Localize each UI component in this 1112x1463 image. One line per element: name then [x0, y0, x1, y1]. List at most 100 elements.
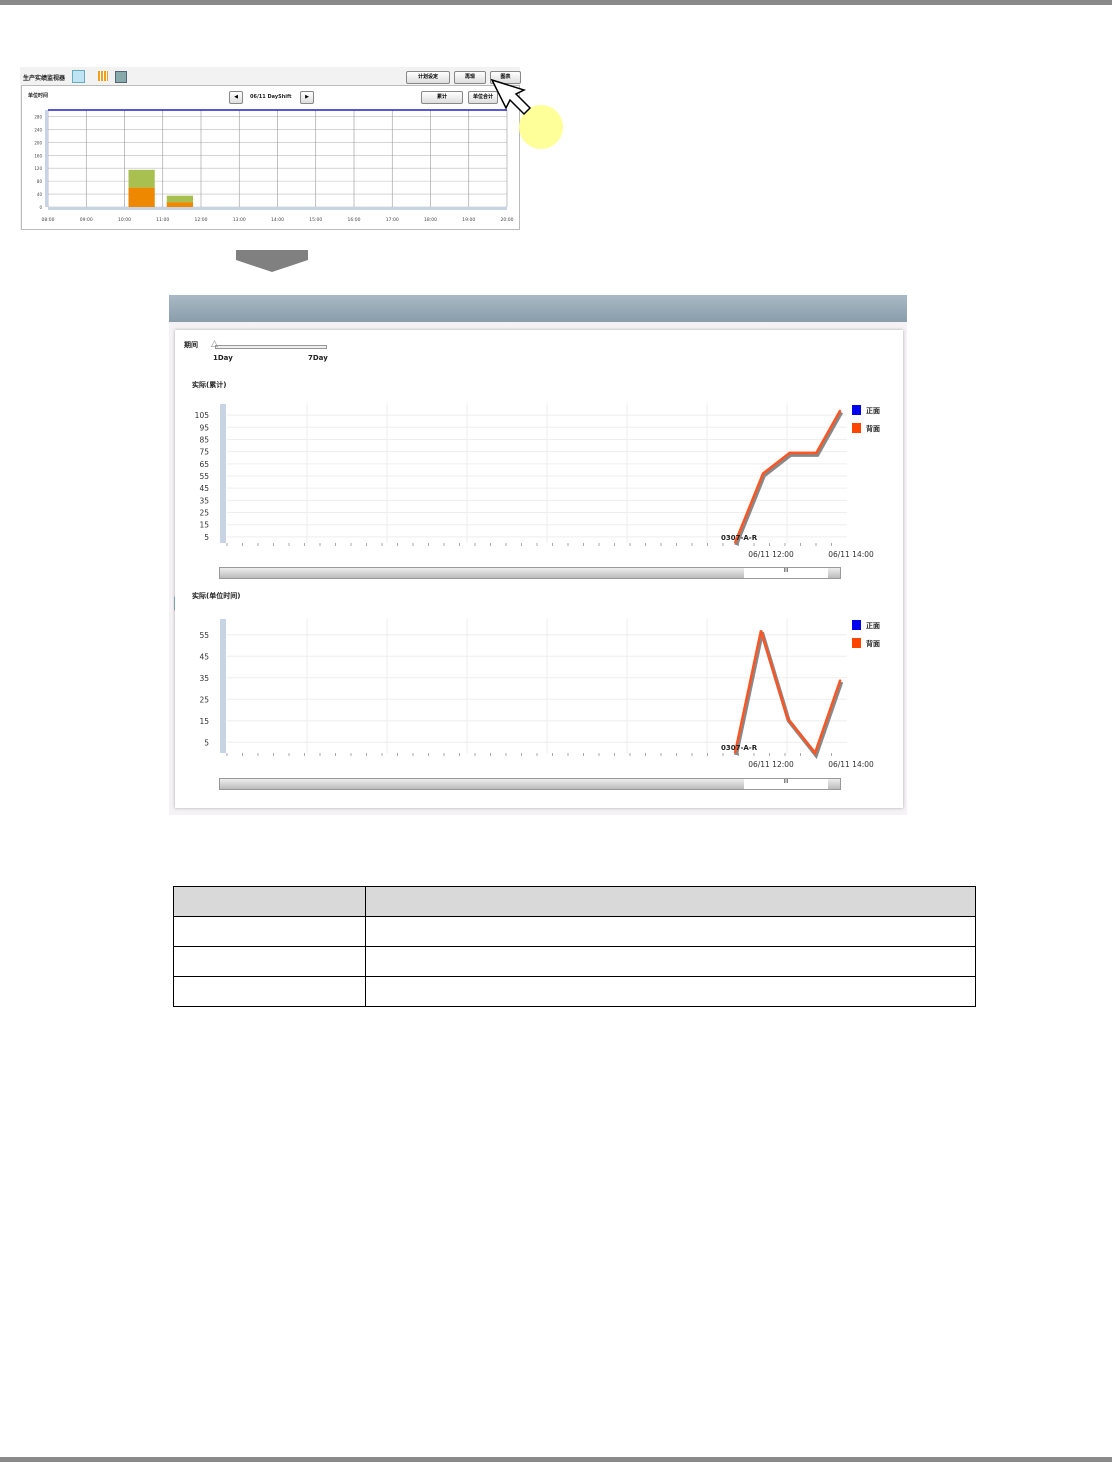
detail-panel: 期间 △ 1Day 7Day 实际(累计) 实际(单位时间) 5 15 25 35 45… — [175, 330, 903, 808]
y-tick-label: 5 — [204, 738, 209, 747]
y-tick-label: 5 — [204, 533, 209, 542]
description-table — [173, 886, 976, 1007]
x-tick-label: 06/11 12:00 — [748, 760, 794, 769]
line-shadow — [734, 411, 844, 546]
chart2-scrollbar[interactable]: III — [219, 778, 841, 790]
plan-setting-button[interactable]: 计划设定 — [406, 71, 450, 84]
x-tick-label: 08:00 — [42, 217, 55, 223]
y-tick-label: 55 — [199, 472, 209, 481]
table-cell — [365, 976, 976, 1007]
y-tick-label: 105 — [195, 411, 210, 420]
data-point — [839, 409, 841, 411]
y-tick-label: 95 — [199, 423, 209, 432]
y-tick-label: 85 — [199, 435, 209, 444]
top-rule — [0, 0, 1112, 5]
data-point — [787, 718, 789, 720]
x-tick-label: 20:00 — [501, 217, 514, 223]
y-tick-label: 15 — [199, 521, 209, 530]
table-icon[interactable] — [98, 71, 108, 81]
y-tick-label: 200 — [34, 140, 42, 145]
data-point — [815, 452, 817, 454]
x-tick-label: 06/11 14:00 — [828, 550, 874, 559]
bar — [128, 169, 155, 188]
y-tick-label: 120 — [34, 166, 42, 171]
bottom-rule — [0, 1457, 1112, 1462]
table-row — [173, 976, 976, 1007]
x-tick-label: 12:00 — [195, 217, 208, 223]
scroll-thumb[interactable]: III — [744, 779, 828, 789]
y-axis-bar — [45, 110, 48, 207]
legend-swatch — [852, 620, 861, 630]
x-tick-label: 06/11 14:00 — [828, 760, 874, 769]
data-point — [762, 473, 764, 475]
chart2-title: 实际(单位时间) — [192, 592, 241, 600]
table-cell — [173, 946, 366, 977]
x-tick-label: 14:00 — [271, 217, 284, 223]
y-tick-label: 45 — [199, 652, 209, 661]
y-axis-bar — [220, 404, 226, 543]
data-point — [839, 679, 841, 681]
annotation-label: 0307-A-R — [721, 534, 758, 542]
table-cell — [173, 886, 366, 917]
line-chart-icon[interactable] — [72, 70, 85, 83]
slider-thumb[interactable]: △ — [211, 339, 218, 349]
grid-chart-icon[interactable] — [115, 71, 127, 83]
data-point — [760, 629, 762, 631]
y-tick-label: 35 — [199, 496, 209, 505]
chart1-scrollbar[interactable]: III — [219, 567, 841, 579]
prev-button[interactable]: ◀ — [229, 91, 243, 104]
y-tick-label: 25 — [199, 695, 209, 704]
x-tick-label: 18:00 — [424, 217, 437, 223]
bar-chart: 0 40 80 120 160 200 240 280 08:00 09:00 10:00 11:00… — [34, 109, 514, 223]
next-button[interactable]: ▶ — [300, 91, 314, 104]
y-tick-label: 240 — [34, 127, 42, 132]
x-tick-label: 13:00 — [233, 217, 246, 223]
legend-label: 背面 — [866, 639, 880, 648]
unit-total-button[interactable]: 单位合计 — [468, 91, 498, 104]
y-tick-label: 65 — [199, 460, 209, 469]
period-slider[interactable] — [215, 345, 327, 349]
table-cell — [173, 916, 366, 947]
y-tick-label: 35 — [199, 674, 209, 683]
table-cell — [365, 946, 976, 977]
table-row — [173, 916, 976, 947]
slider-min: 1Day — [213, 354, 233, 362]
y-tick-label: 280 — [34, 114, 42, 119]
table-row — [173, 946, 976, 977]
data-point — [789, 452, 791, 454]
bar — [166, 202, 193, 207]
y-tick-label: 80 — [37, 179, 43, 184]
y-tick-label: 45 — [199, 484, 209, 493]
annotation-label: 0307-A-R — [721, 744, 758, 752]
cumulative-button[interactable]: 累计 — [421, 91, 463, 104]
legend-swatch — [852, 423, 861, 433]
x-tick-label: 15:00 — [309, 217, 322, 223]
x-axis-bar — [48, 207, 507, 210]
shift-label: 06/11 DayShift — [250, 94, 292, 100]
cursor-pointer — [490, 78, 563, 149]
x-tick-label: 19:00 — [462, 217, 475, 223]
data-point — [734, 752, 736, 754]
table-header-row — [173, 886, 976, 917]
legend-label: 正面 — [866, 407, 880, 415]
period-label: 期间 — [184, 341, 198, 349]
cumulative-line-chart: 5 15 25 35 45 55 65 75 85 95 105 06/11 12:00 06/11 1… — [195, 404, 880, 559]
slider-max: 7Day — [308, 354, 328, 362]
series-line — [733, 409, 842, 544]
y-axis-bar — [220, 619, 226, 753]
y-tick-label: 40 — [37, 192, 43, 197]
x-tick-label: 16:00 — [348, 217, 361, 223]
legend-label: 正面 — [866, 622, 880, 630]
replay-button[interactable]: 再现 — [454, 71, 486, 84]
detail-screenshot: F R 期间 △ 1Day 7Day 实际(累计) 实际(单位时间) 51525… — [169, 295, 907, 815]
monitor-panel: 单位时间 ◀ 06/11 DayShift ▶ 累计 单位合计 0 40 80 120… — [21, 85, 520, 230]
chart1-title: 实际(累计) — [192, 381, 227, 389]
tab-bar — [169, 295, 907, 322]
bar — [166, 195, 193, 203]
monitor-screenshot: 生产实绩监视器 计划设定 再现 图表 单位时间 ◀ 06/11 DayShift… — [20, 67, 521, 230]
scroll-thumb[interactable]: III — [744, 568, 828, 578]
x-tick-label: 17:00 — [386, 217, 399, 223]
table-cell — [365, 916, 976, 947]
legend-swatch — [852, 638, 861, 648]
legend-swatch — [852, 405, 861, 415]
